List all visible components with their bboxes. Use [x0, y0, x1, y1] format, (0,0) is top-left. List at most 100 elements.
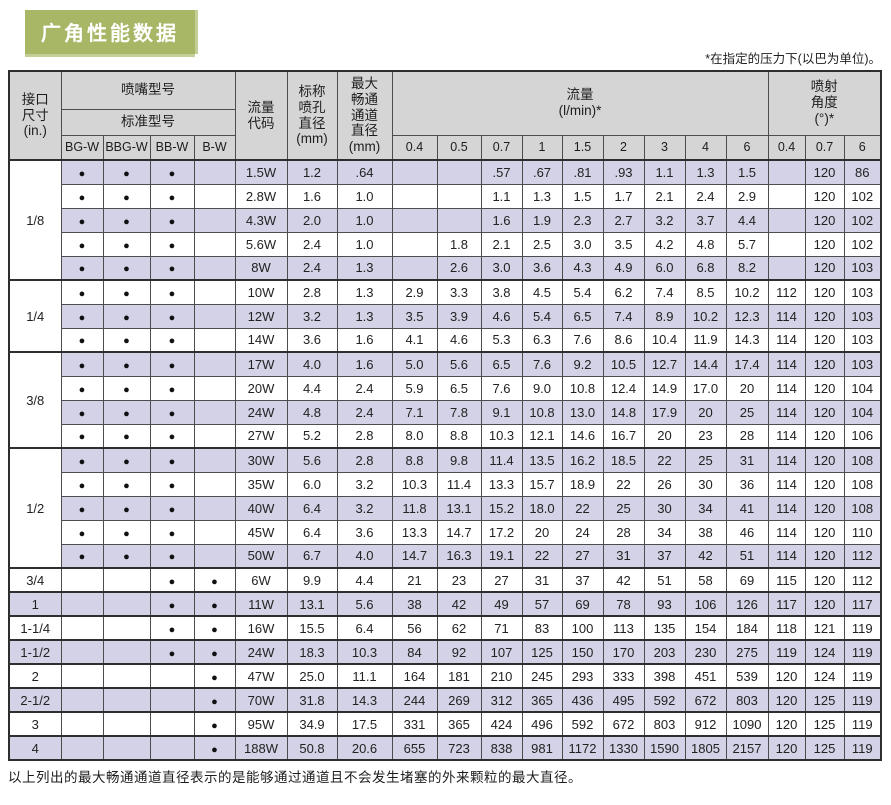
orifice-diameter-cell: 6.4	[286, 519, 338, 545]
model-dot-icon: ●	[123, 383, 130, 396]
passage-diameter-cell: 11.1	[336, 663, 393, 689]
flow-value-cell: 11.9	[684, 327, 727, 353]
flow-value-cell: 42	[684, 543, 727, 569]
flow-value-cell: 1590	[643, 735, 686, 761]
table-row: ● ● ● 12W 3.2 1.3 3.5 3.9 4.6 5.4 6.5 7.4 8.9 10.2 12.…	[9, 303, 882, 329]
flow-value-cell	[391, 207, 438, 233]
flow-value-cell: 672	[684, 687, 727, 713]
passage-diameter-cell: 1.0	[336, 207, 393, 233]
angle-value-cell: 108	[843, 495, 882, 521]
model-availability-cell	[60, 663, 104, 689]
size-cell: 1-1/2	[8, 639, 62, 665]
model-dot-icon: ●	[123, 359, 130, 372]
header-flow-pressure: 4	[684, 134, 727, 161]
angle-value-cell: 112	[767, 279, 806, 305]
model-availability-cell: ●	[102, 231, 151, 257]
table-row: 2 ● 47W 25.0 11.1 164 181 210 245 293 333 398 451 539…	[8, 663, 882, 689]
flow-value-cell: 51	[725, 543, 769, 569]
header-flow-pressure: 0.7	[480, 134, 523, 161]
flow-value-cell: 13.5	[521, 447, 563, 473]
passage-diameter-cell: 1.3	[336, 279, 393, 305]
orifice-diameter-cell: 13.1	[286, 591, 338, 617]
angle-value-cell: 102	[843, 231, 882, 257]
flow-value-cell: 1.6	[480, 207, 523, 233]
passage-diameter-cell: 2.8	[336, 447, 393, 473]
model-dot-icon: ●	[123, 407, 130, 420]
angle-value-cell: 120	[804, 159, 845, 185]
angle-value-cell: 114	[767, 351, 806, 377]
model-dot-icon: ●	[168, 623, 176, 636]
flow-value-cell	[391, 255, 438, 281]
flow-value-cell: 398	[643, 663, 686, 689]
model-dot-icon: ●	[123, 455, 130, 468]
table-row: ● ● ● 40W 6.4 3.2 11.8 13.1 15.2 18.0 22 25 30 34 41 11…	[9, 495, 882, 521]
passage-diameter-cell: 2.8	[336, 423, 393, 449]
model-availability-cell: ●	[102, 183, 151, 209]
flow-value-cell: 5.7	[725, 231, 769, 257]
header-flow-pressure: 3	[643, 134, 686, 161]
size-cell: 1-1/4	[8, 615, 62, 641]
angle-value-cell: 104	[843, 399, 882, 425]
flow-value-cell: 1.1	[480, 183, 523, 209]
flow-value-cell: 14.3	[725, 327, 769, 353]
angle-value-cell: 120	[804, 231, 845, 257]
angle-value-cell: 124	[804, 663, 845, 689]
angle-value-cell: 106	[843, 423, 882, 449]
flow-value-cell: 7.8	[436, 399, 482, 425]
flow-value-cell: 6.3	[521, 327, 563, 353]
flow-value-cell: 6.0	[643, 255, 686, 281]
model-dot-icon: ●	[211, 647, 218, 660]
flow-value-cell: 9.2	[561, 351, 604, 377]
angle-value-cell: 119	[843, 639, 882, 665]
flow-value-cell: 4.8	[684, 231, 727, 257]
angle-value-cell: 120	[767, 711, 806, 737]
size-cell: 1/8	[8, 159, 62, 281]
angle-value-cell: 114	[767, 327, 806, 353]
flow-value-cell: 126	[725, 591, 769, 617]
model-availability-cell: ●	[149, 183, 195, 209]
passage-diameter-cell: 1.6	[336, 327, 393, 353]
flow-value-cell: 170	[602, 639, 645, 665]
flow-value-cell: 4.6	[436, 327, 482, 353]
passage-diameter-cell: 1.3	[336, 303, 393, 329]
flow-value-cell: 37	[643, 543, 686, 569]
model-availability-cell	[193, 471, 236, 497]
model-availability-cell	[102, 735, 151, 761]
flow-value-cell: 49	[480, 591, 523, 617]
angle-value-cell: 119	[843, 687, 882, 713]
header-orifice-diameter: 标称 喷孔 直径 (mm)	[286, 70, 338, 161]
header-model-bbg-w: BBG-W	[102, 134, 151, 161]
header-flow-pressure: 2	[602, 134, 645, 161]
angle-value-cell: 120	[804, 303, 845, 329]
angle-value-cell: 120	[804, 543, 845, 569]
flow-value-cell: 113	[602, 615, 645, 641]
flow-value-cell: .57	[480, 159, 523, 185]
flow-value-cell: 3.0	[561, 231, 604, 257]
flow-value-cell: 3.5	[602, 231, 645, 257]
flow-value-cell: 9.1	[480, 399, 523, 425]
model-availability-cell: ●	[60, 207, 104, 233]
flow-value-cell: 14.4	[684, 351, 727, 377]
flow-value-cell: 12.1	[521, 423, 563, 449]
flow-value-cell: 31	[725, 447, 769, 473]
flow-value-cell: 3.8	[480, 279, 523, 305]
model-dot-icon: ●	[123, 287, 130, 300]
table-row: 2-1/2 ● 70W 31.8 14.3 244 269 312 365 436 495 592 67…	[8, 687, 882, 713]
flow-value-cell: 2.6	[436, 255, 482, 281]
model-availability-cell: ●	[102, 255, 151, 281]
flow-value-cell	[391, 183, 438, 209]
flow-code-cell: 2.8W	[234, 183, 288, 209]
angle-value-cell: 120	[804, 519, 845, 545]
orifice-diameter-cell: 2.0	[286, 207, 338, 233]
flow-value-cell: 10.3	[480, 423, 523, 449]
model-availability-cell: ●	[149, 303, 195, 329]
flow-code-cell: 1.5W	[234, 159, 288, 185]
flow-value-cell: 31	[602, 543, 645, 569]
angle-value-cell: 110	[843, 519, 882, 545]
model-dot-icon: ●	[168, 599, 176, 612]
model-dot-icon: ●	[168, 503, 176, 516]
flow-value-cell: 451	[684, 663, 727, 689]
flow-value-cell: 3.5	[391, 303, 438, 329]
model-dot-icon: ●	[123, 479, 130, 492]
flow-value-cell: 13.1	[436, 495, 482, 521]
